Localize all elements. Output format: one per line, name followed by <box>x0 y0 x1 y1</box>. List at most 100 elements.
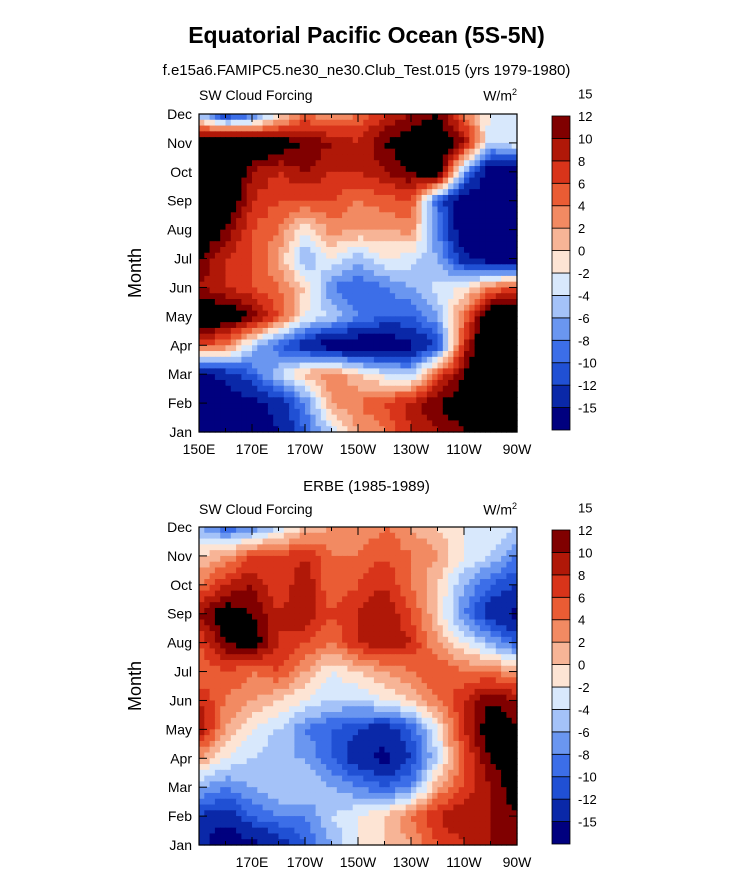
contour-cell <box>214 374 221 381</box>
contour-cell <box>352 270 359 277</box>
contour-cell <box>267 607 274 615</box>
contour-cell <box>273 636 280 644</box>
contour-cell <box>448 275 454 283</box>
contour-cell <box>347 538 354 545</box>
contour-cell <box>214 270 221 277</box>
contour-cell <box>267 665 274 673</box>
contour-cell <box>416 385 423 393</box>
contour-cell <box>331 142 338 150</box>
contour-cell <box>495 339 502 346</box>
contour-cell <box>257 671 264 678</box>
contour-cell <box>405 403 412 410</box>
contour-cell <box>474 636 481 644</box>
contour-cell <box>204 229 211 237</box>
contour-cell <box>241 223 248 231</box>
contour-cell <box>373 362 380 369</box>
contour-cell <box>209 281 216 289</box>
contour-cell <box>506 206 513 213</box>
colorbar-box <box>551 407 571 431</box>
contour-cell <box>289 351 295 358</box>
contour-cell <box>358 368 364 375</box>
contour-cell <box>283 613 290 621</box>
contour-cell <box>458 287 465 294</box>
contour-cell <box>294 379 301 387</box>
contour-cell <box>469 293 476 300</box>
contour-cell <box>273 385 280 393</box>
contour-cell <box>352 264 359 271</box>
contour-cell <box>474 258 481 265</box>
contour-cell <box>262 299 269 306</box>
contour-cell <box>246 194 253 202</box>
contour-cell <box>241 131 248 138</box>
contour-cell <box>501 426 507 433</box>
contour-cell <box>336 625 343 632</box>
contour-cell <box>469 339 476 346</box>
contour-cell <box>358 555 364 563</box>
contour-cell <box>241 584 248 592</box>
contour-cell <box>411 264 417 271</box>
contour-cell <box>273 333 280 341</box>
contour-cell <box>490 327 497 335</box>
contour-cell <box>358 246 364 254</box>
contour-cell <box>326 561 333 569</box>
contour-cell <box>278 420 285 427</box>
contour-cell <box>479 142 486 150</box>
contour-cell <box>209 619 216 626</box>
contour-cell <box>458 235 465 242</box>
contour-cell <box>289 550 295 557</box>
contour-cell <box>204 212 211 219</box>
contour-cell <box>352 119 359 127</box>
contour-cell <box>305 200 311 208</box>
contour-cell <box>373 379 380 387</box>
contour-cell <box>400 241 407 248</box>
contour-cell <box>405 671 412 678</box>
contour-cell <box>416 671 423 678</box>
y-tick-label: Feb <box>168 395 192 411</box>
contour-cell <box>220 374 227 381</box>
contour-cell <box>220 636 227 644</box>
contour-cell <box>257 137 264 144</box>
contour-cell <box>490 171 497 179</box>
contour-cell <box>358 573 364 580</box>
contour-cell <box>421 654 428 661</box>
contour-cell <box>315 241 322 248</box>
contour-cell <box>241 154 248 161</box>
contour-cell <box>252 584 258 592</box>
contour-cell <box>278 671 285 678</box>
contour-cell <box>209 166 216 173</box>
contour-cell <box>485 218 492 225</box>
contour-cell <box>485 183 492 190</box>
contour-cell <box>358 659 364 667</box>
contour-cell <box>469 527 476 534</box>
contour-cell <box>448 538 454 545</box>
contour-cell <box>267 671 274 678</box>
contour-cell <box>342 304 348 312</box>
contour-cell <box>464 607 470 615</box>
contour-cell <box>448 527 454 534</box>
contour-cell <box>283 567 290 574</box>
contour-cell <box>299 194 306 202</box>
contour-cell <box>209 544 216 551</box>
contour-cell <box>485 241 492 248</box>
contour-cell <box>511 579 518 586</box>
contour-cell <box>511 148 518 156</box>
contour-cell <box>448 235 454 242</box>
contour-cell <box>405 287 412 294</box>
contour-cell <box>405 200 412 208</box>
contour-cell <box>294 648 301 655</box>
contour-cell <box>421 590 428 597</box>
contour-cell <box>501 403 507 410</box>
contour-cell <box>448 596 454 603</box>
contour-cell <box>352 374 359 381</box>
contour-cell <box>490 166 497 173</box>
contour-cell <box>373 183 380 190</box>
contour-cell <box>310 171 317 179</box>
contour-cell <box>294 555 301 563</box>
contour-cell <box>241 304 248 312</box>
contour-cell <box>236 555 242 563</box>
contour-cell <box>368 368 375 375</box>
contour-cell <box>252 310 258 317</box>
contour-cell <box>490 183 497 190</box>
contour-cell <box>252 362 258 369</box>
contour-cell <box>326 333 333 341</box>
